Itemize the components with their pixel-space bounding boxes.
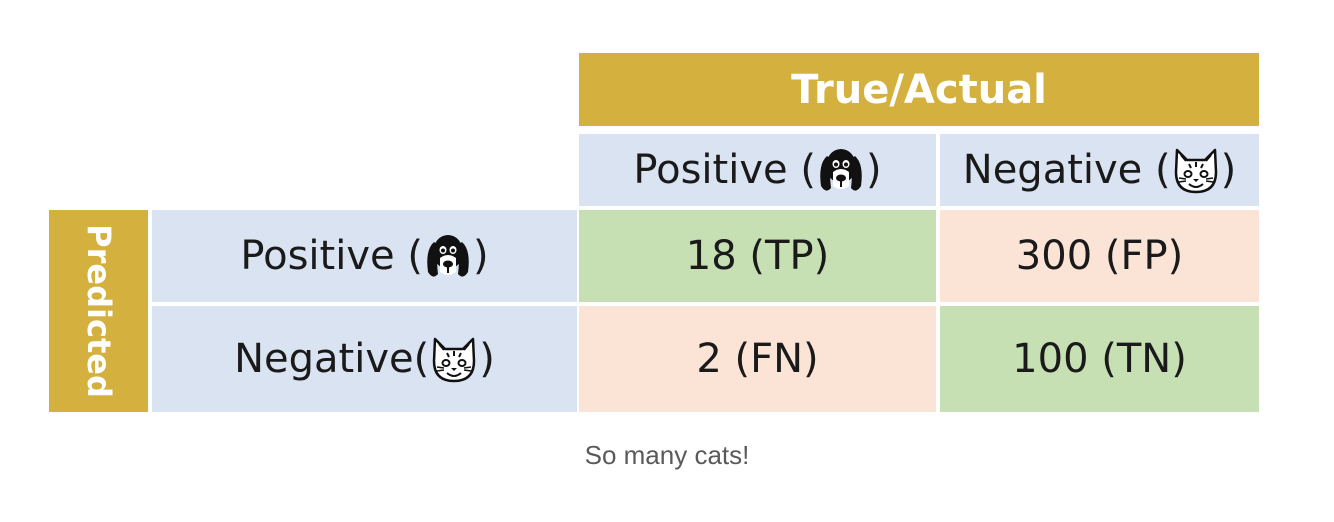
true-positive-cell: 18 (TP) bbox=[579, 210, 936, 302]
row-negative-label: Negative bbox=[234, 336, 414, 382]
column-positive-label: Positive bbox=[633, 147, 788, 193]
false-negative-cell: 2 (FN) bbox=[579, 306, 936, 412]
false-positive-cell: 300 (FP) bbox=[940, 210, 1259, 302]
cat-icon bbox=[429, 333, 479, 385]
predicted-header-label: Predicted bbox=[79, 224, 118, 398]
row-header-negative: Negative( ) bbox=[152, 306, 577, 412]
predicted-header: Predicted bbox=[49, 210, 148, 412]
dog-icon bbox=[423, 230, 473, 282]
row-positive-label: Positive bbox=[240, 233, 395, 279]
column-negative-label: Negative bbox=[962, 147, 1143, 193]
row-header-positive: Positive ( ) bbox=[152, 210, 577, 302]
actual-header: True/Actual bbox=[579, 53, 1259, 126]
dog-icon bbox=[816, 144, 866, 196]
column-header-negative: Negative ( ) bbox=[940, 134, 1259, 206]
true-negative-cell: 100 (TN) bbox=[940, 306, 1259, 412]
figure-caption: So many cats! bbox=[584, 440, 750, 470]
cat-icon bbox=[1171, 144, 1221, 196]
column-header-positive: Positive ( ) bbox=[579, 134, 936, 206]
